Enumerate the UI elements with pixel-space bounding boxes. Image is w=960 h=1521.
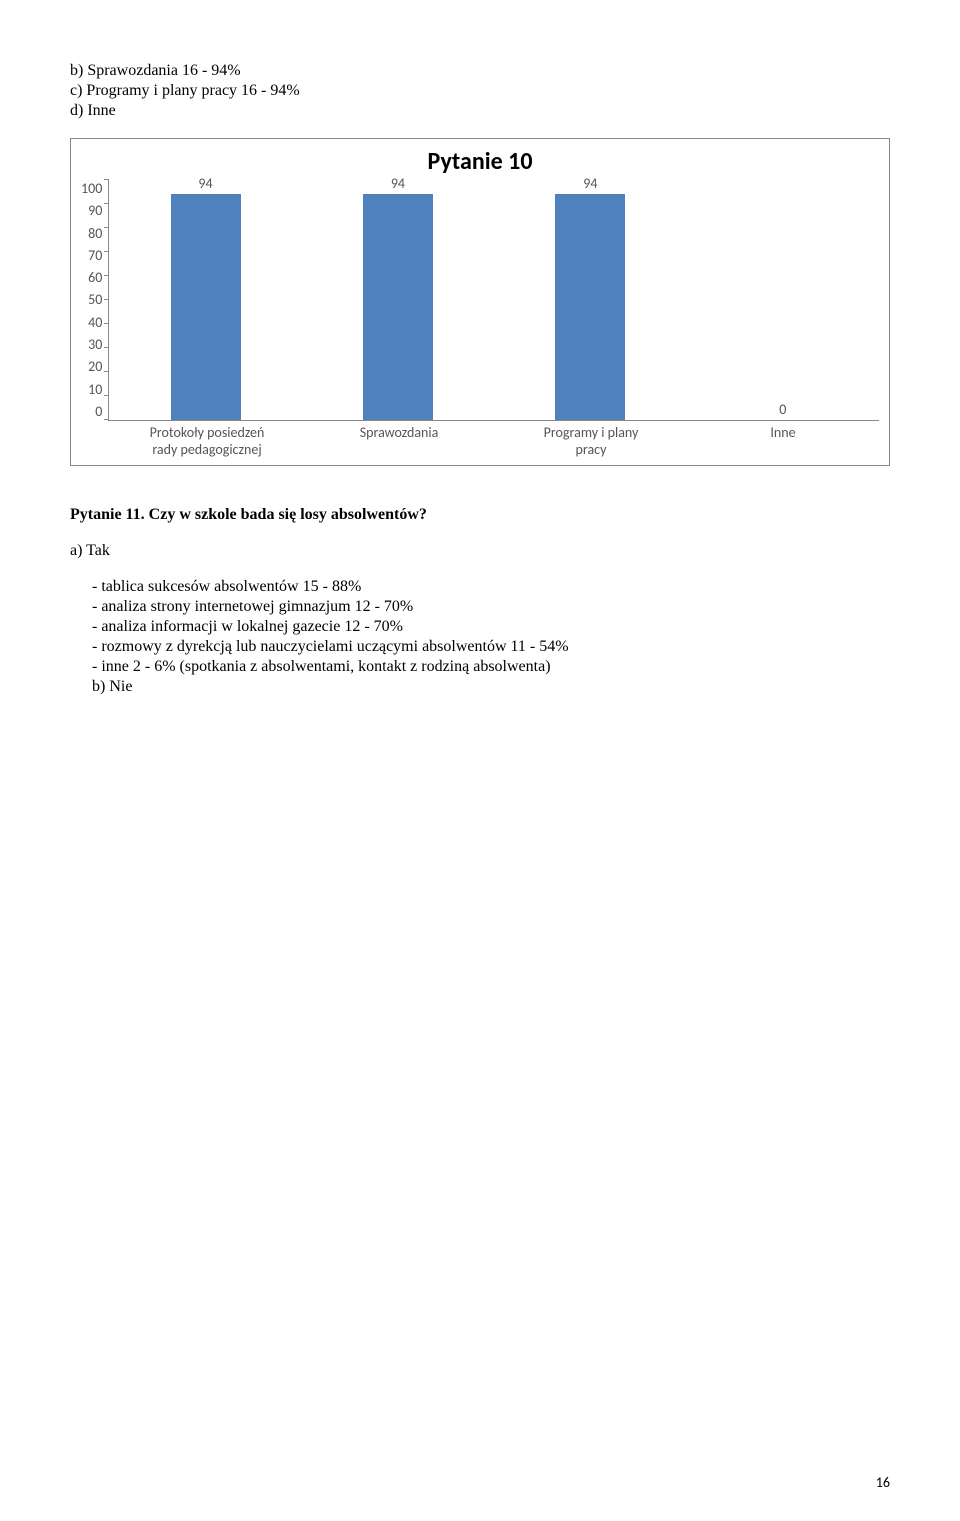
ytick-label: 0 (95, 403, 102, 420)
chart-x-axis: Protokoły posiedzeńrady pedagogicznejSpr… (111, 421, 879, 459)
ytick-label: 30 (88, 336, 102, 353)
page-number: 16 (876, 1474, 890, 1491)
bar (363, 194, 433, 420)
list-item-c: c) Programy i plany pracy 16 - 94% (70, 82, 890, 100)
xtick-label: Protokoły posiedzeńrady pedagogicznej (111, 421, 303, 459)
answer-a-details: - tablica sukcesów absolwentów 15 - 88% … (92, 578, 890, 676)
list-item-d: d) Inne (70, 102, 890, 120)
ytick-label: 10 (88, 381, 102, 398)
bullet: - analiza informacji w lokalnej gazecie … (92, 618, 890, 636)
bar-slot: 94 (494, 194, 686, 420)
bar-slot: 94 (109, 194, 301, 420)
bar (171, 194, 241, 420)
bullet: - tablica sukcesów absolwentów 15 - 88% (92, 578, 890, 596)
chart-pytanie-10: Pytanie 10 1009080706050403020100 949494… (70, 138, 890, 466)
bar-value-label: 94 (391, 175, 405, 192)
bullet: - analiza strony internetowej gimnazjum … (92, 598, 890, 616)
bar-value-label: 94 (583, 175, 597, 192)
answer-b: b) Nie (92, 678, 890, 696)
xtick-label: Sprawozdania (303, 421, 495, 459)
question-11-heading: Pytanie 11. Czy w szkole bada się losy a… (70, 506, 890, 524)
bar (555, 194, 625, 420)
ytick-label: 40 (88, 314, 102, 331)
bar-value-label: 0 (779, 401, 786, 418)
ytick-label: 80 (88, 225, 102, 242)
ytick-label: 50 (88, 291, 102, 308)
ytick-label: 20 (88, 358, 102, 375)
bar-value-label: 94 (198, 175, 212, 192)
bullet: - rozmowy z dyrekcją lub nauczycielami u… (92, 638, 890, 656)
chart-title: Pytanie 10 (81, 147, 879, 176)
xtick-label: Programy i planypracy (495, 421, 687, 459)
list-item-b: b) Sprawozdania 16 - 94% (70, 62, 890, 80)
chart-y-axis: 1009080706050403020100 (81, 180, 108, 420)
chart-plot-area: 9494940 (108, 180, 879, 421)
ytick-label: 70 (88, 247, 102, 264)
ytick-label: 60 (88, 269, 102, 286)
ytick-label: 90 (88, 202, 102, 219)
bar-slot: 94 (302, 194, 494, 420)
xtick-label: Inne (687, 421, 879, 459)
ytick-label: 100 (81, 180, 102, 197)
answer-a: a) Tak (70, 542, 890, 560)
bullet: - inne 2 - 6% (spotkania z absolwentami,… (92, 658, 890, 676)
